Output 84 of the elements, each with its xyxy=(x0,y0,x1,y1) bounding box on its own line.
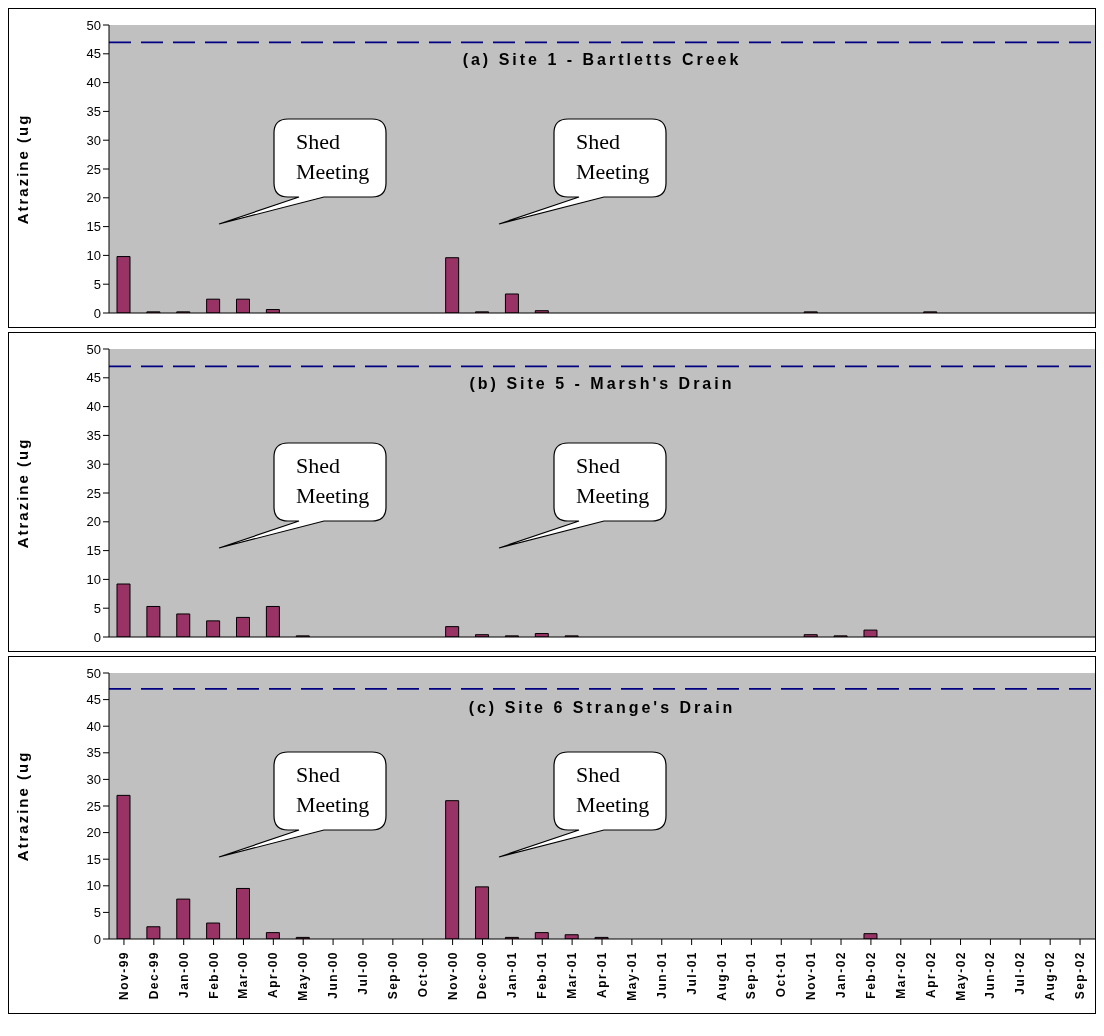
y-tick-label: 45 xyxy=(86,370,101,386)
y-tick-label: 30 xyxy=(86,456,101,472)
y-tick-label: 40 xyxy=(86,399,101,415)
x-tick-label: Dec-00 xyxy=(475,951,490,1000)
x-tick-label: Jan-02 xyxy=(834,951,849,999)
y-tick-label: 15 xyxy=(86,543,101,559)
x-tick-label: Sep-01 xyxy=(744,951,759,1000)
y-tick-label: 35 xyxy=(86,745,101,761)
x-tick-label: Feb-02 xyxy=(863,951,878,999)
y-tick-label: 25 xyxy=(86,485,101,501)
y-tick-label: 0 xyxy=(93,629,101,645)
x-tick-label: Sep-00 xyxy=(385,951,400,1000)
speech-bubble: Shed Meeting xyxy=(218,442,387,549)
annotation: Shed Meeting xyxy=(576,453,650,508)
y-tick-label: 25 xyxy=(86,161,101,177)
annotation: Shed Meeting xyxy=(296,762,370,817)
text: (a) Site 1 - Bartletts Creek xyxy=(461,51,743,69)
x-tick-label: Apr-00 xyxy=(266,951,281,999)
y-axis-title: Atrazine (ug xyxy=(14,750,32,862)
y-tick-label: 30 xyxy=(86,132,101,148)
x-tick-label: Jan-01 xyxy=(505,951,520,999)
y-axis-title: Atrazine (ug xyxy=(14,113,32,225)
speech-bubble: Shed Meeting xyxy=(498,442,667,549)
annotation: Shed Meeting xyxy=(296,453,370,508)
y-tick-label: 35 xyxy=(86,428,101,444)
y-tick-label: 5 xyxy=(93,905,101,921)
y-tick-label: 25 xyxy=(86,798,101,814)
x-tick-label: Apr-02 xyxy=(923,951,938,999)
y-tick-label: 15 xyxy=(86,851,101,867)
y-tick-label: 20 xyxy=(86,190,101,206)
text: (b) Site 5 - Marsh's Drain xyxy=(468,375,736,393)
x-tick-label: Jun-02 xyxy=(983,951,998,999)
x-tick-label: Nov-99 xyxy=(116,951,131,1001)
y-tick-label: 40 xyxy=(86,718,101,734)
y-tick-label: 10 xyxy=(86,878,101,894)
x-tick-label: Apr-01 xyxy=(595,951,609,999)
x-tick-label: Jul-00 xyxy=(355,951,370,995)
x-tick-label: May-00 xyxy=(296,951,311,1001)
speech-bubble: Shed Meeting xyxy=(218,118,387,225)
x-tick-label: Jul-02 xyxy=(1013,951,1028,995)
y-tick-label: 50 xyxy=(86,341,101,357)
y-tick-label: 20 xyxy=(86,514,101,530)
x-tick-label: Feb-01 xyxy=(535,951,550,999)
x-tick-label: Nov-00 xyxy=(445,951,460,1001)
x-tick-label: Oct-01 xyxy=(774,951,789,998)
y-tick-label: 50 xyxy=(86,665,101,681)
x-tick-label: Sep-02 xyxy=(1073,951,1088,1000)
x-tick-label: Jan-00 xyxy=(176,951,191,999)
y-tick-label: 10 xyxy=(86,572,101,588)
y-axis-title: Atrazine (ug xyxy=(14,437,32,549)
y-tick-label: 20 xyxy=(86,825,101,841)
x-tick-label: Nov-01 xyxy=(804,951,819,1001)
x-tick-label: Jun-00 xyxy=(326,951,341,999)
y-tick-label: 15 xyxy=(86,219,101,235)
y-tick-label: 35 xyxy=(86,104,101,120)
x-tick-label: Aug-01 xyxy=(714,951,729,1001)
y-tick-label: 5 xyxy=(93,276,101,292)
x-tick-label: Mar-02 xyxy=(893,951,908,999)
x-tick-label: May-01 xyxy=(624,951,639,1001)
annotation: Shed Meeting xyxy=(296,129,370,184)
x-tick-label: May-02 xyxy=(953,951,968,1001)
speech-bubble: Shed Meeting xyxy=(498,751,667,858)
annotation: Shed Meeting xyxy=(576,129,650,184)
y-tick-label: 45 xyxy=(86,692,101,708)
speech-bubble: Shed Meeting xyxy=(498,118,667,225)
x-tick-label: Oct-00 xyxy=(415,951,430,998)
text: (c) Site 6 Strange's Drain xyxy=(467,699,737,717)
x-tick-label: Mar-01 xyxy=(565,951,580,999)
x-tick-label: Dec-99 xyxy=(146,951,161,1000)
x-tick-label: Feb-00 xyxy=(206,951,221,999)
annotation: Shed Meeting xyxy=(576,762,650,817)
y-tick-label: 30 xyxy=(86,772,101,788)
y-tick-label: 45 xyxy=(86,46,101,62)
y-tick-label: 5 xyxy=(93,600,101,616)
x-tick-label: Mar-00 xyxy=(236,951,251,999)
x-tick-label: Jul-01 xyxy=(684,951,699,995)
y-tick-label: 50 xyxy=(86,17,101,33)
y-tick-label: 40 xyxy=(86,75,101,91)
y-tick-label: 0 xyxy=(93,305,101,321)
speech-bubble: Shed Meeting xyxy=(218,751,387,858)
y-tick-label: 10 xyxy=(86,248,101,264)
x-tick-label: Jun-01 xyxy=(654,951,669,999)
x-tick-label: Aug-02 xyxy=(1043,951,1058,1001)
y-tick-label: 0 xyxy=(93,931,101,947)
